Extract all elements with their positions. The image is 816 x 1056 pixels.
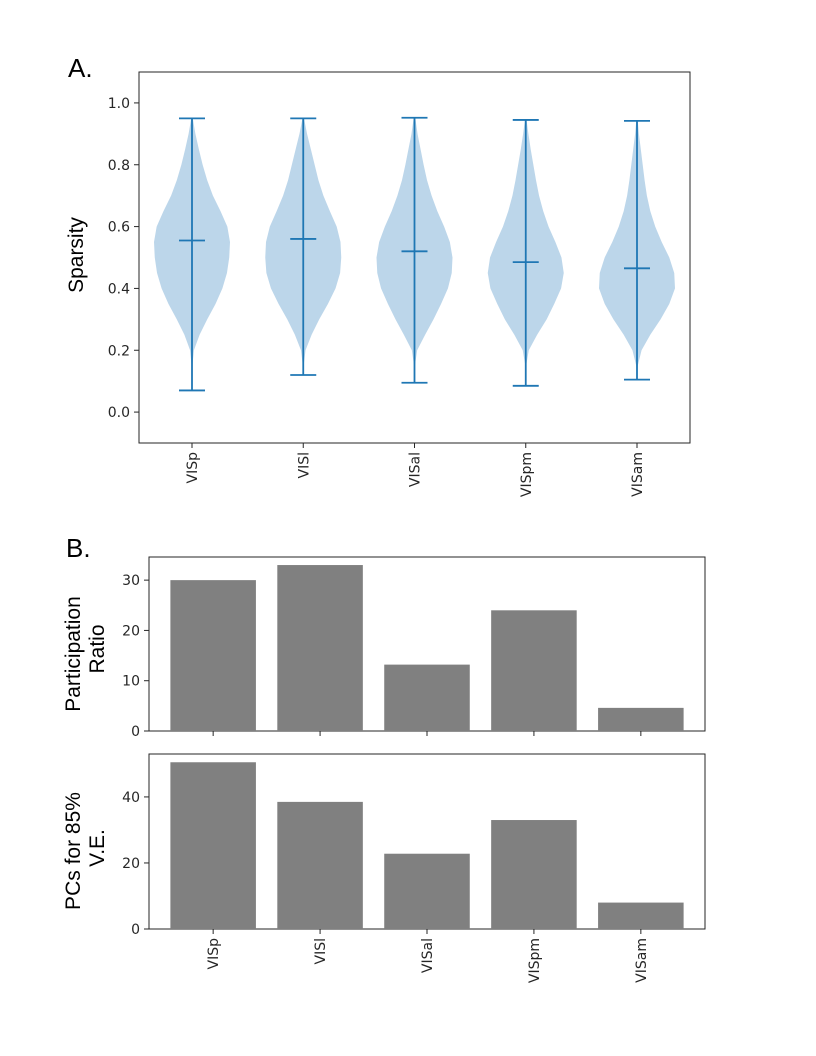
participation-y-label-line1: Participation: [62, 596, 85, 712]
x-tick-label: VISl: [296, 452, 312, 478]
x-tick-label: VISal: [408, 452, 424, 487]
pcs-x-ticks: VISp VISl VISal VISpm VISam: [206, 929, 650, 983]
x-tick-label: VISpm: [527, 938, 543, 983]
y-tick-label: 0.4: [108, 281, 130, 297]
bar-vispm: [491, 610, 577, 731]
y-tick-label: 0.8: [108, 158, 130, 174]
y-tick-label: 1.0: [108, 96, 130, 112]
bar-visam: [598, 902, 684, 929]
violin-x-ticks: VISp VISl VISal VISpm VISam: [185, 443, 646, 497]
x-tick-label: VISam: [630, 452, 646, 497]
panel-label-b: B.: [66, 533, 91, 563]
pcs-bars: [170, 762, 684, 929]
panel-label-a: A.: [68, 53, 93, 83]
participation-bars: [170, 565, 684, 731]
violin-whiskers: [179, 116, 650, 392]
y-tick-label: 0: [131, 724, 140, 740]
y-tick-label: 30: [122, 573, 140, 589]
bar-visl: [277, 565, 363, 731]
y-tick-label: 0.0: [108, 405, 130, 421]
bar-visal: [384, 853, 470, 929]
bar-visal: [384, 664, 470, 731]
x-tick-label: VISl: [313, 938, 329, 964]
x-tick-label: VISpm: [519, 452, 535, 497]
x-tick-label: VISal: [420, 938, 436, 973]
y-tick-label: 0.6: [108, 220, 130, 236]
y-tick-label: 0.2: [108, 343, 130, 359]
y-tick-label: 20: [122, 856, 140, 872]
y-tick-label: 10: [122, 674, 140, 690]
violin-chart-sparsity: Sparsity 0.0 0.2 0.4 0.6 0.8 1.0 VISp VISl VISa…: [65, 71, 691, 497]
y-tick-label: 0: [131, 922, 140, 938]
pcs-y-label-line2: V.E.: [86, 829, 109, 867]
bar-visam: [598, 707, 684, 731]
pcs-y-label-line1: PCs for 85%: [62, 792, 85, 910]
bar-visl: [277, 801, 363, 929]
pcs-y-ticks: 0 20 40: [122, 790, 149, 938]
y-tick-label: 40: [122, 790, 140, 806]
bar-chart-participation-ratio: Participation Ratio 0 10 20 30: [62, 556, 706, 740]
x-tick-label: VISp: [206, 938, 222, 970]
bar-visp: [170, 762, 256, 929]
participation-x-ticks: [212, 731, 642, 736]
bar-visp: [170, 580, 256, 731]
bar-vispm: [491, 820, 577, 929]
x-tick-label: VISam: [634, 938, 650, 983]
participation-y-label-line2: Ratio: [86, 624, 109, 673]
y-tick-label: 20: [122, 623, 140, 639]
violin-y-axis-label: Sparsity: [65, 217, 88, 293]
participation-y-ticks: 0 10 20 30: [122, 573, 149, 740]
x-tick-label: VISp: [185, 452, 201, 484]
violin-y-ticks: 0.0 0.2 0.4 0.6 0.8 1.0: [108, 96, 139, 421]
